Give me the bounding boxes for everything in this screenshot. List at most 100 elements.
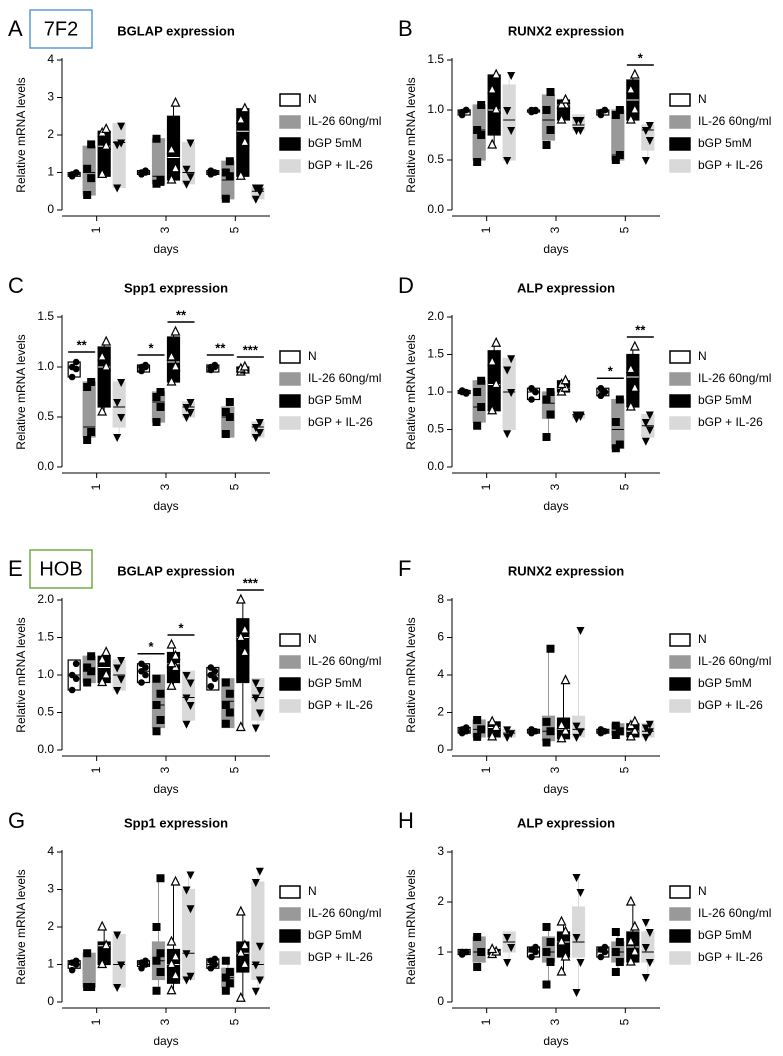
data-point [156,403,165,411]
data-point [507,730,516,739]
x-axis-label: days [543,242,568,256]
data-point [182,414,191,422]
y-axis-label: Relative mRNA levels [14,617,28,732]
data-point [152,393,161,401]
data-point [572,989,581,997]
data-point [615,106,624,114]
data-point [170,969,181,980]
chart-title: RUNX2 expression [508,23,624,38]
group-label: HOB [39,558,82,580]
data-point [182,180,191,189]
data-point [615,440,624,449]
data-point [625,955,636,966]
data-point [473,388,482,396]
data-point [235,905,246,916]
data-point [645,720,654,729]
panel: E HOB BGLAP expression 0.0 0.5 1.0 1.5 2.0 Relat… [8,549,381,796]
y-tick-label: 1 [47,165,54,179]
data-point [235,946,246,957]
y-tick-label: 8 [437,592,444,606]
y-axis-label: Relative mRNA levels [404,334,418,449]
x-tick-label: 3 [158,483,172,490]
data-point [156,716,165,724]
x-axis-label: days [543,499,568,513]
data-point [113,184,122,193]
data-point [556,965,567,976]
data-point [255,184,264,193]
data-point [473,963,482,971]
data-point [83,164,92,173]
legend-label: bGP + IL-26 [308,158,373,172]
y-tick-label: 0.5 [427,152,444,166]
legend-swatch [669,93,691,107]
chart-title: ALP expression [517,280,615,295]
x-tick-label: 3 [158,766,172,773]
data-point [239,958,250,969]
box [251,678,265,721]
data-point [542,717,551,726]
data-point [182,950,191,959]
data-point [611,156,620,164]
data-point [87,652,96,661]
box [82,952,96,988]
data-point [546,410,555,419]
y-tick-label: 0 [47,202,54,216]
legend-swatch [669,677,691,691]
legend-swatch [669,929,691,943]
data-point [572,733,581,742]
y-tick-label: 1.0 [37,359,54,373]
data-point [221,430,230,438]
data-point [221,678,230,687]
box [97,346,111,408]
data-point [156,388,165,396]
data-point [97,958,108,969]
data-point [101,335,112,346]
y-tick-label: 3 [437,844,444,858]
x-tick-label: 1 [479,483,493,490]
data-point [225,398,234,406]
data-point [186,905,195,914]
data-point [221,194,230,203]
legend-swatch [279,885,301,899]
panel: H ALP expression 0 1 2 3 Relative mRNA levels 1… [398,808,771,1048]
data-point [186,139,195,148]
panel-letter: G [8,808,25,833]
data-point [576,959,585,967]
box [181,141,196,185]
data-point [615,938,624,946]
data-point [207,664,215,671]
x-tick-label: 5 [618,766,632,773]
data-point [576,728,585,737]
y-tick-label: 1.5 [37,309,54,323]
data-point [225,157,234,166]
data-point [251,434,260,442]
data-point [239,102,250,113]
data-point [615,958,624,966]
data-point [546,644,555,653]
y-tick-label: 0.0 [37,459,54,473]
legend-swatch [279,633,301,647]
data-point [113,984,122,992]
x-tick-label: 5 [228,766,242,773]
data-point [235,169,246,180]
panel: G Spp1 expression 0 1 2 3 4 Relative mRNA level… [8,808,381,1048]
y-tick-label: 2 [47,919,54,933]
data-point [117,414,126,422]
y-tick-label: 0.0 [427,202,444,216]
legend-label: IL-26 60ng/ml [698,906,771,920]
data-point [576,889,585,897]
data-point [462,724,470,731]
data-point [611,928,620,936]
data-point [170,875,181,886]
x-tick-label: 3 [548,226,562,233]
significance-label: ** [77,337,88,352]
data-point [477,725,486,734]
y-tick-label: 1.0 [427,102,444,116]
legend-swatch [669,907,691,921]
data-point [629,945,640,956]
data-point [251,879,260,887]
data-point [615,727,624,736]
panel-letter: D [398,273,414,298]
y-axis-label: Relative mRNA levels [404,617,418,732]
data-point [101,139,112,150]
